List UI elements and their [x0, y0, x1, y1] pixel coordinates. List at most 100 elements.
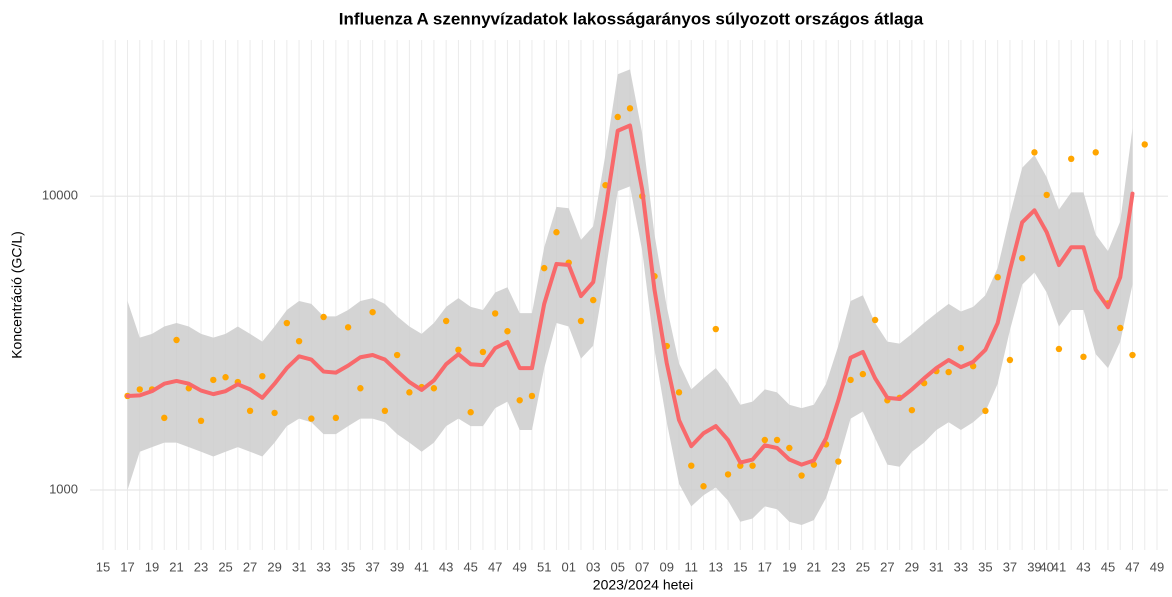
x-tick-label: 49: [512, 559, 526, 574]
data-point: [1043, 191, 1050, 199]
x-tick-label: 47: [1125, 559, 1139, 574]
x-tick-label: 17: [120, 559, 134, 574]
x-tick-label: 13: [709, 559, 723, 574]
x-tick-label: 15: [96, 559, 110, 574]
data-point: [835, 458, 842, 465]
data-point: [430, 385, 438, 392]
x-tick-label: 09: [660, 559, 674, 574]
data-point: [479, 348, 487, 356]
data-point: [614, 113, 621, 121]
data-point: [982, 407, 989, 415]
x-tick-label: 40: [1039, 559, 1053, 574]
x-tick-label: 45: [463, 559, 477, 574]
data-point: [590, 296, 597, 304]
data-point: [283, 319, 291, 327]
data-point: [688, 462, 695, 469]
data-point: [295, 337, 303, 345]
data-point: [455, 346, 462, 354]
data-point: [859, 370, 867, 378]
band-layer: [127, 69, 1133, 526]
x-tick-label: 47: [488, 559, 502, 574]
x-tick-label: 35: [341, 559, 355, 574]
y-axis-title: Koncentráció (GC/L): [9, 231, 25, 359]
x-tick-label: 11: [685, 559, 699, 574]
data-point: [1117, 324, 1124, 332]
line-layer: [125, 123, 1135, 467]
x-tick-label: 05: [611, 559, 625, 574]
x-tick-label: 29: [905, 559, 919, 574]
data-point: [222, 374, 229, 381]
confidence-band: [127, 69, 1133, 526]
data-point: [626, 105, 634, 112]
data-point: [553, 229, 560, 236]
data-point: [308, 415, 315, 422]
x-tick-label: 33: [316, 559, 330, 574]
data-point: [724, 471, 732, 478]
x-tick-label: 21: [807, 559, 821, 574]
x-tick-label: 35: [978, 559, 992, 574]
x-tick-label: 25: [218, 559, 232, 574]
data-point: [1092, 149, 1099, 156]
x-tick-label: 45: [1101, 559, 1115, 574]
data-point: [1031, 149, 1038, 156]
x-tick-label: 39: [390, 559, 404, 574]
data-point: [246, 407, 254, 415]
data-point: [393, 351, 401, 359]
data-point: [528, 392, 536, 400]
data-point: [847, 376, 854, 384]
x-tick-label: 23: [831, 559, 845, 574]
data-point: [871, 316, 879, 324]
data-point: [320, 313, 327, 321]
x-tick-label: 25: [856, 559, 870, 574]
x-tick-label: 43: [439, 559, 453, 574]
x-tick-label: 43: [1076, 559, 1090, 574]
chart-title: Influenza A szennyvízadatok lakosságarán…: [339, 9, 924, 28]
data-point: [259, 372, 266, 380]
x-tick-label: 37: [365, 559, 379, 574]
x-tick-label: 03: [586, 559, 600, 574]
data-point: [1141, 141, 1148, 148]
data-point: [749, 462, 756, 469]
data-point: [381, 407, 389, 415]
x-tick-label: 31: [929, 559, 943, 574]
data-point: [700, 483, 707, 490]
x-tick-label: 31: [292, 559, 306, 574]
data-point: [945, 368, 952, 376]
data-point: [541, 264, 548, 272]
data-point: [798, 472, 805, 479]
points-layer: [124, 105, 1148, 490]
data-point: [197, 417, 205, 425]
x-tick-label: 27: [880, 559, 894, 574]
data-point: [491, 310, 499, 317]
data-point: [357, 385, 364, 392]
data-point: [1018, 255, 1026, 262]
data-point: [161, 414, 168, 422]
data-point: [406, 389, 413, 396]
data-point: [786, 444, 793, 452]
x-tick-label: 37: [1003, 559, 1017, 574]
data-point: [332, 414, 340, 422]
data-point: [504, 328, 511, 335]
x-tick-label: 17: [758, 559, 772, 574]
data-point: [1129, 351, 1136, 359]
data-point: [1006, 356, 1014, 364]
x-tick-label: 23: [194, 559, 208, 574]
data-point: [344, 324, 352, 331]
x-tick-label: 01: [561, 559, 575, 574]
x-tick-label: 29: [267, 559, 281, 574]
x-axis-title: 2023/2024 hetei: [593, 577, 693, 593]
data-point: [516, 397, 523, 404]
data-point: [271, 409, 278, 417]
data-point: [1068, 155, 1075, 163]
data-point: [994, 273, 1001, 281]
data-point: [761, 436, 769, 444]
x-tick-label: 19: [782, 559, 796, 574]
x-tick-label: 39: [1027, 559, 1041, 574]
data-point: [210, 376, 217, 384]
data-point: [467, 409, 474, 416]
data-point: [957, 344, 965, 352]
data-point: [136, 386, 143, 393]
x-tick-label: 21: [169, 559, 183, 574]
x-tick-label: 41: [414, 559, 428, 574]
data-point: [712, 325, 719, 333]
